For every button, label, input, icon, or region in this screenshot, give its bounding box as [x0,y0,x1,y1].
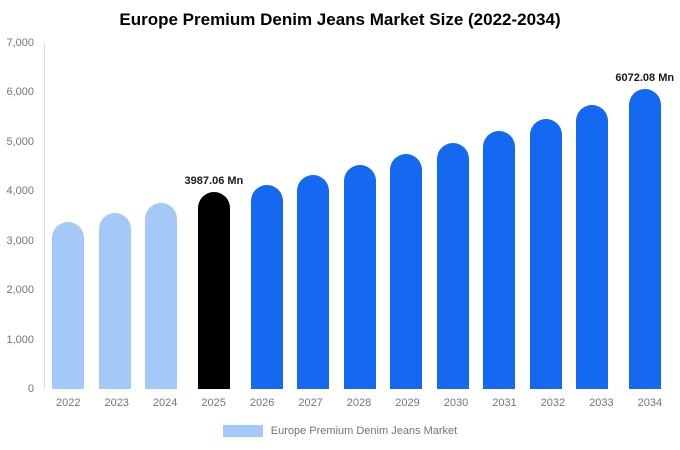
bar-2032[interactable] [529,118,562,389]
x-tick-label: 2024 [152,397,178,409]
legend-swatch [222,425,263,437]
x-tick-label: 2033 [589,397,614,409]
x-tick-label: 2022 [55,397,81,409]
y-tick-label: 5,000 [6,135,34,148]
y-tick-label: 6,000 [6,86,34,99]
y-tick-label: 0 [27,383,34,395]
y-tick-label: 1,000 [6,333,34,346]
bar-2033[interactable] [576,105,609,389]
x-tick-label: 2027 [298,397,323,409]
x-tick-label: 2028 [346,397,372,409]
bar-2024[interactable] [145,203,178,389]
bar-column: 6072.08 Mn [615,43,674,389]
x-tick-label: 2032 [540,397,566,409]
bar-2029[interactable] [390,154,423,389]
bar-column: 3987.06 Mn [184,43,244,389]
y-tick-label: 3,000 [6,234,34,247]
plot-area: 3987.06 Mn 6072.08 Mn [44,43,674,389]
bar-column [383,43,430,389]
x-tick-label: 2029 [395,397,420,409]
x-tick-label: 2031 [492,397,517,409]
bar-column [336,43,383,389]
bar-column [290,43,337,389]
x-tick-label: 2030 [443,397,469,409]
y-tick-label: 4,000 [6,185,34,198]
x-axis: 2022 2023 2024 2025 2026 2027 2028 2029 2030 2031… [44,397,674,409]
bar-2027[interactable] [297,174,330,389]
x-tick-label: 2026 [249,397,275,409]
bar-2023[interactable] [98,213,131,389]
bar-column [522,43,569,389]
bar-column [45,43,92,389]
bar-column [569,43,616,389]
x-tick-label: 2034 [637,397,663,409]
bar-column [92,43,139,389]
bar-2022[interactable] [52,221,85,389]
bar-column [476,43,523,389]
bar-column [138,43,185,389]
chart-title: Europe Premium Denim Jeans Market Size (… [119,10,561,29]
bar-2025[interactable] [197,191,230,389]
bar-value-label: 3987.06 Mn [184,174,244,187]
x-tick-label: 2025 [201,397,226,409]
bar-2034[interactable] [628,88,661,389]
y-tick-label: 2,000 [6,284,34,297]
bar-2028[interactable] [343,165,376,389]
y-tick-label: 7,000 [6,37,34,49]
bar-2031[interactable] [483,130,516,389]
x-tick-label: 2023 [104,397,129,409]
y-axis: 7,000 6,000 5,000 4,000 3,000 2,000 1,000 0 [0,37,38,395]
bar-2030[interactable] [436,142,469,389]
legend-label: Europe Premium Denim Jeans Market [270,425,458,437]
bar-column [243,43,290,389]
bar-column [429,43,476,389]
bar-value-label: 6072.08 Mn [615,71,675,84]
legend: Europe Premium Denim Jeans Market [0,425,680,437]
bar-2026[interactable] [250,184,283,389]
